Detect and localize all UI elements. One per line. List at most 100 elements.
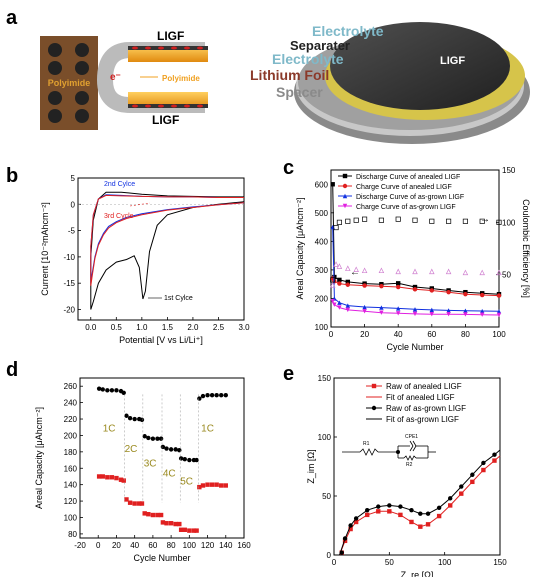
cycle-series-2-point (463, 291, 468, 297)
cv-series-1-line (90, 191, 245, 310)
arrow-right: → (480, 214, 490, 225)
y2-tick-label: 150 (502, 166, 516, 175)
rate-series-8-point (132, 501, 137, 506)
cycle-series-3-point (429, 307, 434, 313)
rate-series-12-point (205, 482, 210, 487)
rate-label: 1C (201, 423, 214, 434)
x-tick-label: 2.0 (187, 323, 199, 332)
rate-series-9-point (146, 512, 151, 517)
cycle-series-2-point (412, 287, 418, 292)
cycle-series-6-point (378, 267, 385, 274)
cycle-series-4-point (379, 310, 384, 315)
cycle-series-3-point (412, 307, 418, 312)
panel-letter-c: c (283, 157, 294, 179)
plot-frame (333, 377, 501, 556)
x-tick-label: 100 (492, 330, 506, 339)
y2-axis-label: Coulombic Efficiency [%] (521, 199, 531, 298)
x-tick-label: 160 (237, 541, 251, 550)
rate-series-11-point (178, 527, 184, 532)
cycle-series-5-point (479, 218, 485, 224)
cycle-series-5-point (345, 218, 351, 224)
coin-cell-stack: LIGF Electrolyte Separater Electrolyte L… (250, 22, 530, 144)
y-tick-label: -15 (63, 279, 75, 288)
panel-b: b 0.0 0.5 1.0 1.5 2.0 2.5 3.0 5 0 -5 -10 -15 -20 Pote… (6, 165, 250, 345)
rate-series-7-point (118, 477, 124, 482)
x-axis-label: Potential [V vs Li/Li⁺] (119, 335, 203, 345)
rate-series-5-point (182, 457, 187, 462)
annotation-1st-cycle: 1st Cylce (164, 295, 193, 302)
cycle-series-5-point (330, 277, 336, 283)
y-tick-label: 100 (318, 433, 332, 442)
rate-label: 1C (103, 423, 116, 434)
cycle-series-4-point (362, 309, 367, 314)
x-tick-label: 1.0 (136, 323, 148, 332)
cycle-series-5-point (362, 216, 368, 222)
legend-marker (371, 405, 377, 411)
rate-series-10-point (168, 521, 174, 526)
rate-series-3-point (150, 436, 156, 441)
cycle-series-2-point (496, 293, 502, 298)
cycle-series-4-point (480, 312, 485, 317)
rate-series-4-point (168, 447, 174, 452)
rate-series-12-point (200, 483, 206, 488)
x-tick-label: 60 (148, 541, 157, 550)
plot-frame (77, 177, 245, 321)
cycle-series-2-point (396, 284, 401, 290)
cycle-series-2-point (480, 292, 485, 298)
x-tick-label: 120 (201, 541, 215, 550)
folded-electrode-schematic: LIGF LIGF Polyimide e⁻ (96, 29, 208, 127)
rate-series-6-point (205, 393, 210, 398)
legend-marker (342, 173, 348, 179)
label-spacer: Spacer (276, 84, 323, 100)
label-lithium-foil: Lithium Foil (250, 67, 329, 83)
rate-series-8-point (124, 497, 129, 502)
cycle-series-5-point (353, 217, 359, 223)
cycle-series-6-point (353, 266, 359, 272)
rate-series-12-point (197, 484, 202, 490)
rate-series-1-point (114, 388, 119, 393)
x-tick-label: 3.0 (238, 323, 250, 332)
cycle-series-3-point (379, 305, 384, 310)
cv-series-3-line (90, 194, 245, 286)
y-tick-label: 120 (64, 497, 78, 506)
cycle-series-4-point (446, 311, 451, 317)
cycle-series-2-point (362, 283, 367, 288)
cycle-series-4-point (337, 305, 342, 310)
cycle-series-5-point (333, 225, 339, 231)
x-tick-label: 40 (130, 541, 139, 550)
x-tick-label: 60 (427, 330, 436, 339)
y-tick-label: 140 (64, 481, 78, 490)
x-tick-label: 150 (493, 558, 507, 567)
cycle-series-4-point (412, 311, 418, 317)
nyquist-chart: 0 50 100 150 0 50 100 150 Z_re [Ω] Z_im [Ω] Raw of… (306, 374, 507, 577)
y-tick-label: -20 (63, 305, 75, 314)
panel-a: a Polyimide LIGF LIGF Polyimide e⁻ (6, 7, 530, 144)
panel-e: e 0 50 100 150 0 50 100 150 Z_re [Ω] Z_im [Ω] Raw … (283, 363, 507, 577)
rate-series-6-point (197, 396, 202, 401)
cycle-series-5-point (462, 218, 468, 224)
x-tick-label: 50 (385, 558, 394, 567)
y-tick-label: 220 (64, 415, 78, 424)
cycle-series-6-point (333, 261, 339, 267)
cycle-series-6-point (336, 263, 343, 269)
cv-series-2-line (90, 194, 245, 284)
legend-entry: Charge Curve of as-grown LIGF (356, 204, 456, 211)
y-tick-label: 50 (322, 492, 331, 501)
cycle-series-6-point (462, 269, 469, 276)
y-tick-label: -5 (68, 227, 76, 236)
cycle-series-4-point (396, 311, 401, 316)
y-tick-label: 100 (315, 323, 329, 332)
rate-series-2-point (139, 417, 145, 423)
x-tick-label: 80 (461, 330, 470, 339)
rate-series-4-point (173, 447, 178, 452)
cycle-series-6-point (329, 282, 336, 288)
cycle-series-6-point (345, 265, 351, 271)
y-tick-label: -10 (63, 253, 75, 262)
label-electrolyte-bottom: Electrolyte (272, 51, 344, 67)
rate-series-7-point (121, 478, 126, 483)
panel-letter-b: b (6, 165, 18, 187)
cycle-series-2-point (337, 281, 342, 286)
rate-label: 3C (144, 459, 157, 470)
panel-letter-e: e (283, 363, 294, 385)
rate-series-6-point (223, 393, 228, 398)
